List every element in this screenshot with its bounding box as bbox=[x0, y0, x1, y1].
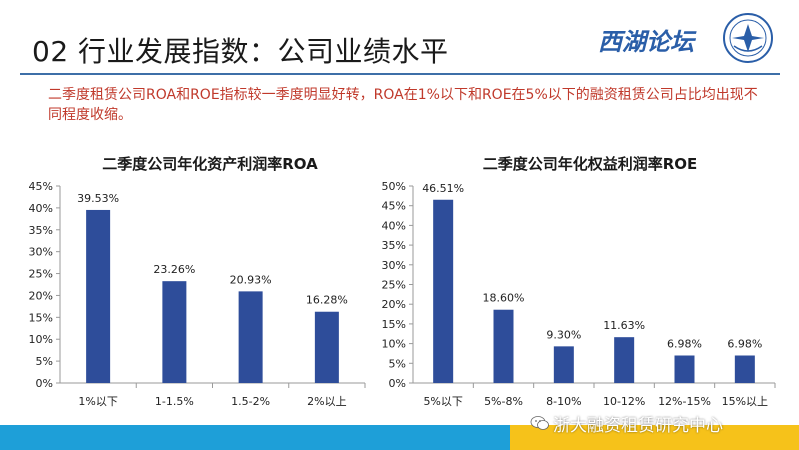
wechat-icon bbox=[530, 416, 549, 430]
bar bbox=[238, 291, 263, 383]
bar bbox=[314, 311, 339, 383]
data-label: 6.98% bbox=[727, 337, 762, 350]
y-tick-label: 0% bbox=[389, 377, 406, 390]
data-label: 9.30% bbox=[546, 328, 581, 341]
x-tick-label: 10-12% bbox=[603, 395, 645, 408]
slide-title: 02 行业发展指数：公司业绩水平 bbox=[32, 35, 449, 68]
bar bbox=[86, 209, 111, 383]
data-label: 18.60% bbox=[483, 292, 525, 305]
y-tick-label: 15% bbox=[382, 318, 406, 331]
data-label: 39.53% bbox=[77, 192, 119, 205]
seal-icon bbox=[723, 13, 773, 63]
x-tick-label: 1%以下 bbox=[78, 395, 117, 408]
y-tick-label: 5% bbox=[389, 357, 406, 370]
x-tick-label: 15%以上 bbox=[722, 395, 768, 408]
footer-yellow-band bbox=[510, 425, 799, 450]
y-tick-label: 20% bbox=[382, 298, 406, 311]
y-tick-label: 35% bbox=[29, 224, 53, 237]
y-tick-label: 40% bbox=[29, 202, 53, 215]
roe-chart-title: 二季度公司年化权益利润率ROE bbox=[482, 155, 698, 173]
y-tick-label: 25% bbox=[29, 268, 53, 281]
y-tick-label: 5% bbox=[36, 355, 53, 368]
x-tick-label: 8-10% bbox=[546, 395, 581, 408]
bar bbox=[734, 355, 755, 383]
data-label: 20.93% bbox=[230, 273, 272, 286]
y-tick-label: 45% bbox=[382, 200, 406, 213]
y-tick-label: 15% bbox=[29, 311, 53, 324]
data-label: 23.26% bbox=[153, 263, 195, 276]
roa-chart-title: 二季度公司年化资产利润率ROA bbox=[102, 155, 318, 173]
x-tick-label: 1.5-2% bbox=[231, 395, 270, 408]
y-tick-label: 30% bbox=[382, 259, 406, 272]
bar bbox=[614, 337, 635, 383]
data-label: 6.98% bbox=[667, 337, 702, 350]
y-tick-label: 10% bbox=[382, 338, 406, 351]
bar bbox=[674, 355, 695, 383]
y-tick-label: 0% bbox=[36, 377, 53, 390]
y-tick-label: 35% bbox=[382, 239, 406, 252]
data-label: 11.63% bbox=[603, 319, 645, 332]
x-tick-label: 5%以下 bbox=[423, 395, 462, 408]
footer-watermark: 浙大融资租赁研究中心 bbox=[553, 416, 723, 436]
bar bbox=[493, 309, 514, 383]
x-tick-label: 2%以上 bbox=[307, 395, 346, 408]
y-tick-label: 50% bbox=[382, 180, 406, 193]
bar bbox=[553, 346, 574, 383]
logo-text: 西湖论坛 bbox=[598, 27, 694, 56]
bar bbox=[162, 281, 187, 383]
y-tick-label: 10% bbox=[29, 333, 53, 346]
y-tick-label: 25% bbox=[382, 279, 406, 292]
x-tick-label: 5%-8% bbox=[484, 395, 523, 408]
bar bbox=[433, 199, 454, 383]
title-rule bbox=[20, 73, 780, 75]
footer-blue-band bbox=[0, 425, 510, 450]
y-tick-label: 20% bbox=[29, 289, 53, 302]
x-tick-label: 12%-15% bbox=[658, 395, 711, 408]
y-tick-label: 30% bbox=[29, 246, 53, 259]
data-label: 46.51% bbox=[422, 182, 464, 195]
y-tick-label: 45% bbox=[29, 180, 53, 193]
data-label: 16.28% bbox=[306, 294, 348, 307]
summary-text: 二季度租赁公司ROA和ROE指标较一季度明显好转，ROA在1%以下和ROE在5%… bbox=[48, 87, 758, 123]
x-tick-label: 1-1.5% bbox=[155, 395, 194, 408]
y-tick-label: 40% bbox=[382, 219, 406, 232]
